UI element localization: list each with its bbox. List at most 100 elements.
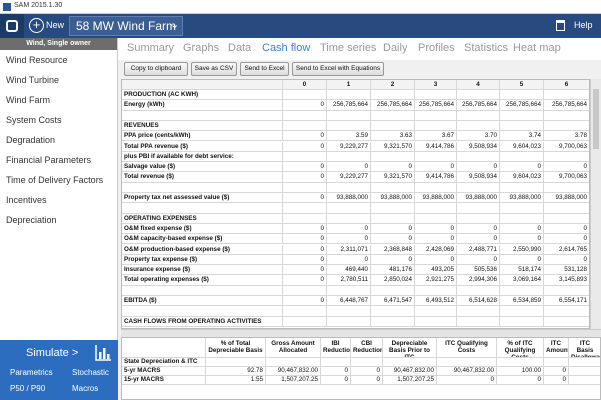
data-cell: 256,785,664 (415, 100, 457, 111)
chart-icon[interactable] (94, 344, 112, 362)
data-cell: 0 (500, 162, 544, 173)
sidebar-item[interactable]: Wind Turbine (6, 75, 60, 85)
new-button[interactable]: New (46, 20, 65, 30)
row-label: Total revenue ($) (122, 172, 283, 183)
row-label: O&M fixed expense ($) (122, 223, 283, 235)
data-cell: 6,493,512 (415, 296, 457, 307)
tab[interactable]: Heat map (513, 42, 561, 54)
window-title: SAM 2015.1.30 (14, 2, 63, 9)
data-cell (371, 203, 415, 214)
data-cell (383, 358, 437, 367)
data-cell (283, 203, 327, 214)
data-cell: 531,128 (544, 265, 589, 276)
scroll-thumb[interactable] (593, 89, 599, 149)
data-cell (544, 358, 569, 367)
data-cell (206, 358, 266, 367)
data-cell: 1,507,207.25 (266, 376, 321, 385)
data-cell: 3.74 (500, 131, 544, 142)
toolbar-button[interactable]: Copy to clipboard (124, 62, 188, 76)
data-cell (544, 317, 589, 327)
tab[interactable]: Statistics (464, 42, 509, 54)
simulate-button[interactable]: Simulate > (26, 347, 79, 359)
data-cell: 0 (283, 254, 327, 266)
project-name: 58 MW Wind Farm (76, 19, 177, 33)
column-header: 5 (500, 80, 544, 90)
data-cell (371, 120, 415, 132)
data-cell (415, 151, 457, 163)
row-label (122, 306, 283, 317)
data-cell: 93,888,000 (457, 193, 500, 204)
simulate-link[interactable]: Stochastic (72, 368, 109, 377)
simulate-panel: Simulate > Parametrics Stochastic P50 / P9… (0, 340, 118, 400)
data-cell (500, 110, 544, 121)
simulate-link[interactable]: Macros (72, 384, 99, 393)
column-header: IBI Reduction (321, 338, 351, 358)
tab[interactable]: Cash flow (262, 42, 311, 54)
data-cell: 518,174 (500, 265, 544, 276)
data-cell: 3.59 (327, 131, 371, 142)
tab[interactable]: Summary (127, 42, 175, 54)
data-cell: 3.63 (371, 131, 415, 142)
simulate-link[interactable]: Parametrics (10, 368, 53, 377)
row-label: Property tax expense ($) (122, 254, 283, 266)
toolbar-button[interactable]: Send to Excel with Equations (292, 62, 384, 76)
data-cell (283, 306, 327, 317)
data-cell: 0 (327, 234, 371, 245)
data-cell: 93,888,000 (415, 193, 457, 204)
tab[interactable]: Graphs (183, 42, 220, 54)
data-cell (500, 90, 544, 101)
data-cell (283, 90, 327, 101)
data-cell: 9,321,570 (371, 172, 415, 183)
sidebar-item[interactable]: Wind Resource (6, 55, 68, 65)
simulate-link[interactable]: P50 / P90 (10, 384, 46, 393)
data-cell: 0 (544, 367, 569, 376)
data-cell: 0 (544, 376, 569, 385)
data-cell: 9,321,570 (371, 141, 415, 152)
data-cell (569, 367, 600, 376)
data-cell: 0 (351, 367, 383, 376)
data-cell: 2,550,990 (500, 244, 544, 255)
data-cell (371, 151, 415, 163)
data-cell: 9,414,786 (415, 172, 457, 183)
splitter[interactable] (121, 329, 601, 337)
column-header: ITC Amount (544, 338, 569, 358)
row-label: 5-yr MACRS (122, 367, 206, 376)
help-button[interactable]: Help (574, 20, 593, 30)
data-cell: 9,604,023 (500, 172, 544, 183)
sidebar-item[interactable]: Incentives (6, 195, 47, 205)
sidebar-item[interactable]: Depreciation (6, 215, 57, 225)
tab[interactable]: Data (228, 42, 252, 54)
sidebar-item[interactable]: Degradation (6, 135, 56, 145)
sidebar-item[interactable]: Financial Parameters (6, 155, 92, 165)
data-cell: 0 (283, 234, 327, 245)
data-cell: 0 (500, 234, 544, 245)
toolbar-button[interactable]: Send to Excel (240, 62, 289, 76)
data-cell (327, 285, 371, 296)
data-cell: 2,368,848 (371, 244, 415, 255)
data-cell (327, 203, 371, 214)
sidebar-item[interactable]: Wind Farm (6, 95, 51, 105)
data-cell: 0 (457, 162, 500, 173)
tab[interactable]: Profiles (418, 42, 455, 54)
data-cell: 90,467,832.00 (266, 367, 321, 376)
menu-button[interactable] (0, 14, 24, 38)
sidebar-item[interactable]: System Costs (6, 115, 62, 125)
toolbar-button[interactable]: Save as CSV (191, 62, 237, 76)
row-label: Property tax net assessed value ($) (122, 193, 283, 204)
data-cell (283, 110, 327, 121)
new-icon[interactable]: + (29, 18, 44, 33)
data-cell: 0 (415, 234, 457, 245)
data-cell: 256,785,664 (457, 100, 500, 111)
data-cell: 6,514,628 (457, 296, 500, 307)
tab[interactable]: Time series (320, 42, 377, 54)
row-label: OPERATING EXPENSES (122, 213, 283, 224)
help-icon[interactable] (556, 20, 565, 31)
project-dropdown[interactable]: 58 MW Wind Farm ⌄ (69, 16, 183, 36)
sidebar-item[interactable]: Time of Delivery Factors (6, 175, 104, 185)
data-cell (457, 213, 500, 224)
data-cell: 0 (321, 367, 351, 376)
vertical-scrollbar[interactable] (590, 79, 601, 329)
row-label (122, 285, 283, 296)
tab[interactable]: Daily (383, 42, 408, 54)
data-cell (544, 90, 589, 101)
